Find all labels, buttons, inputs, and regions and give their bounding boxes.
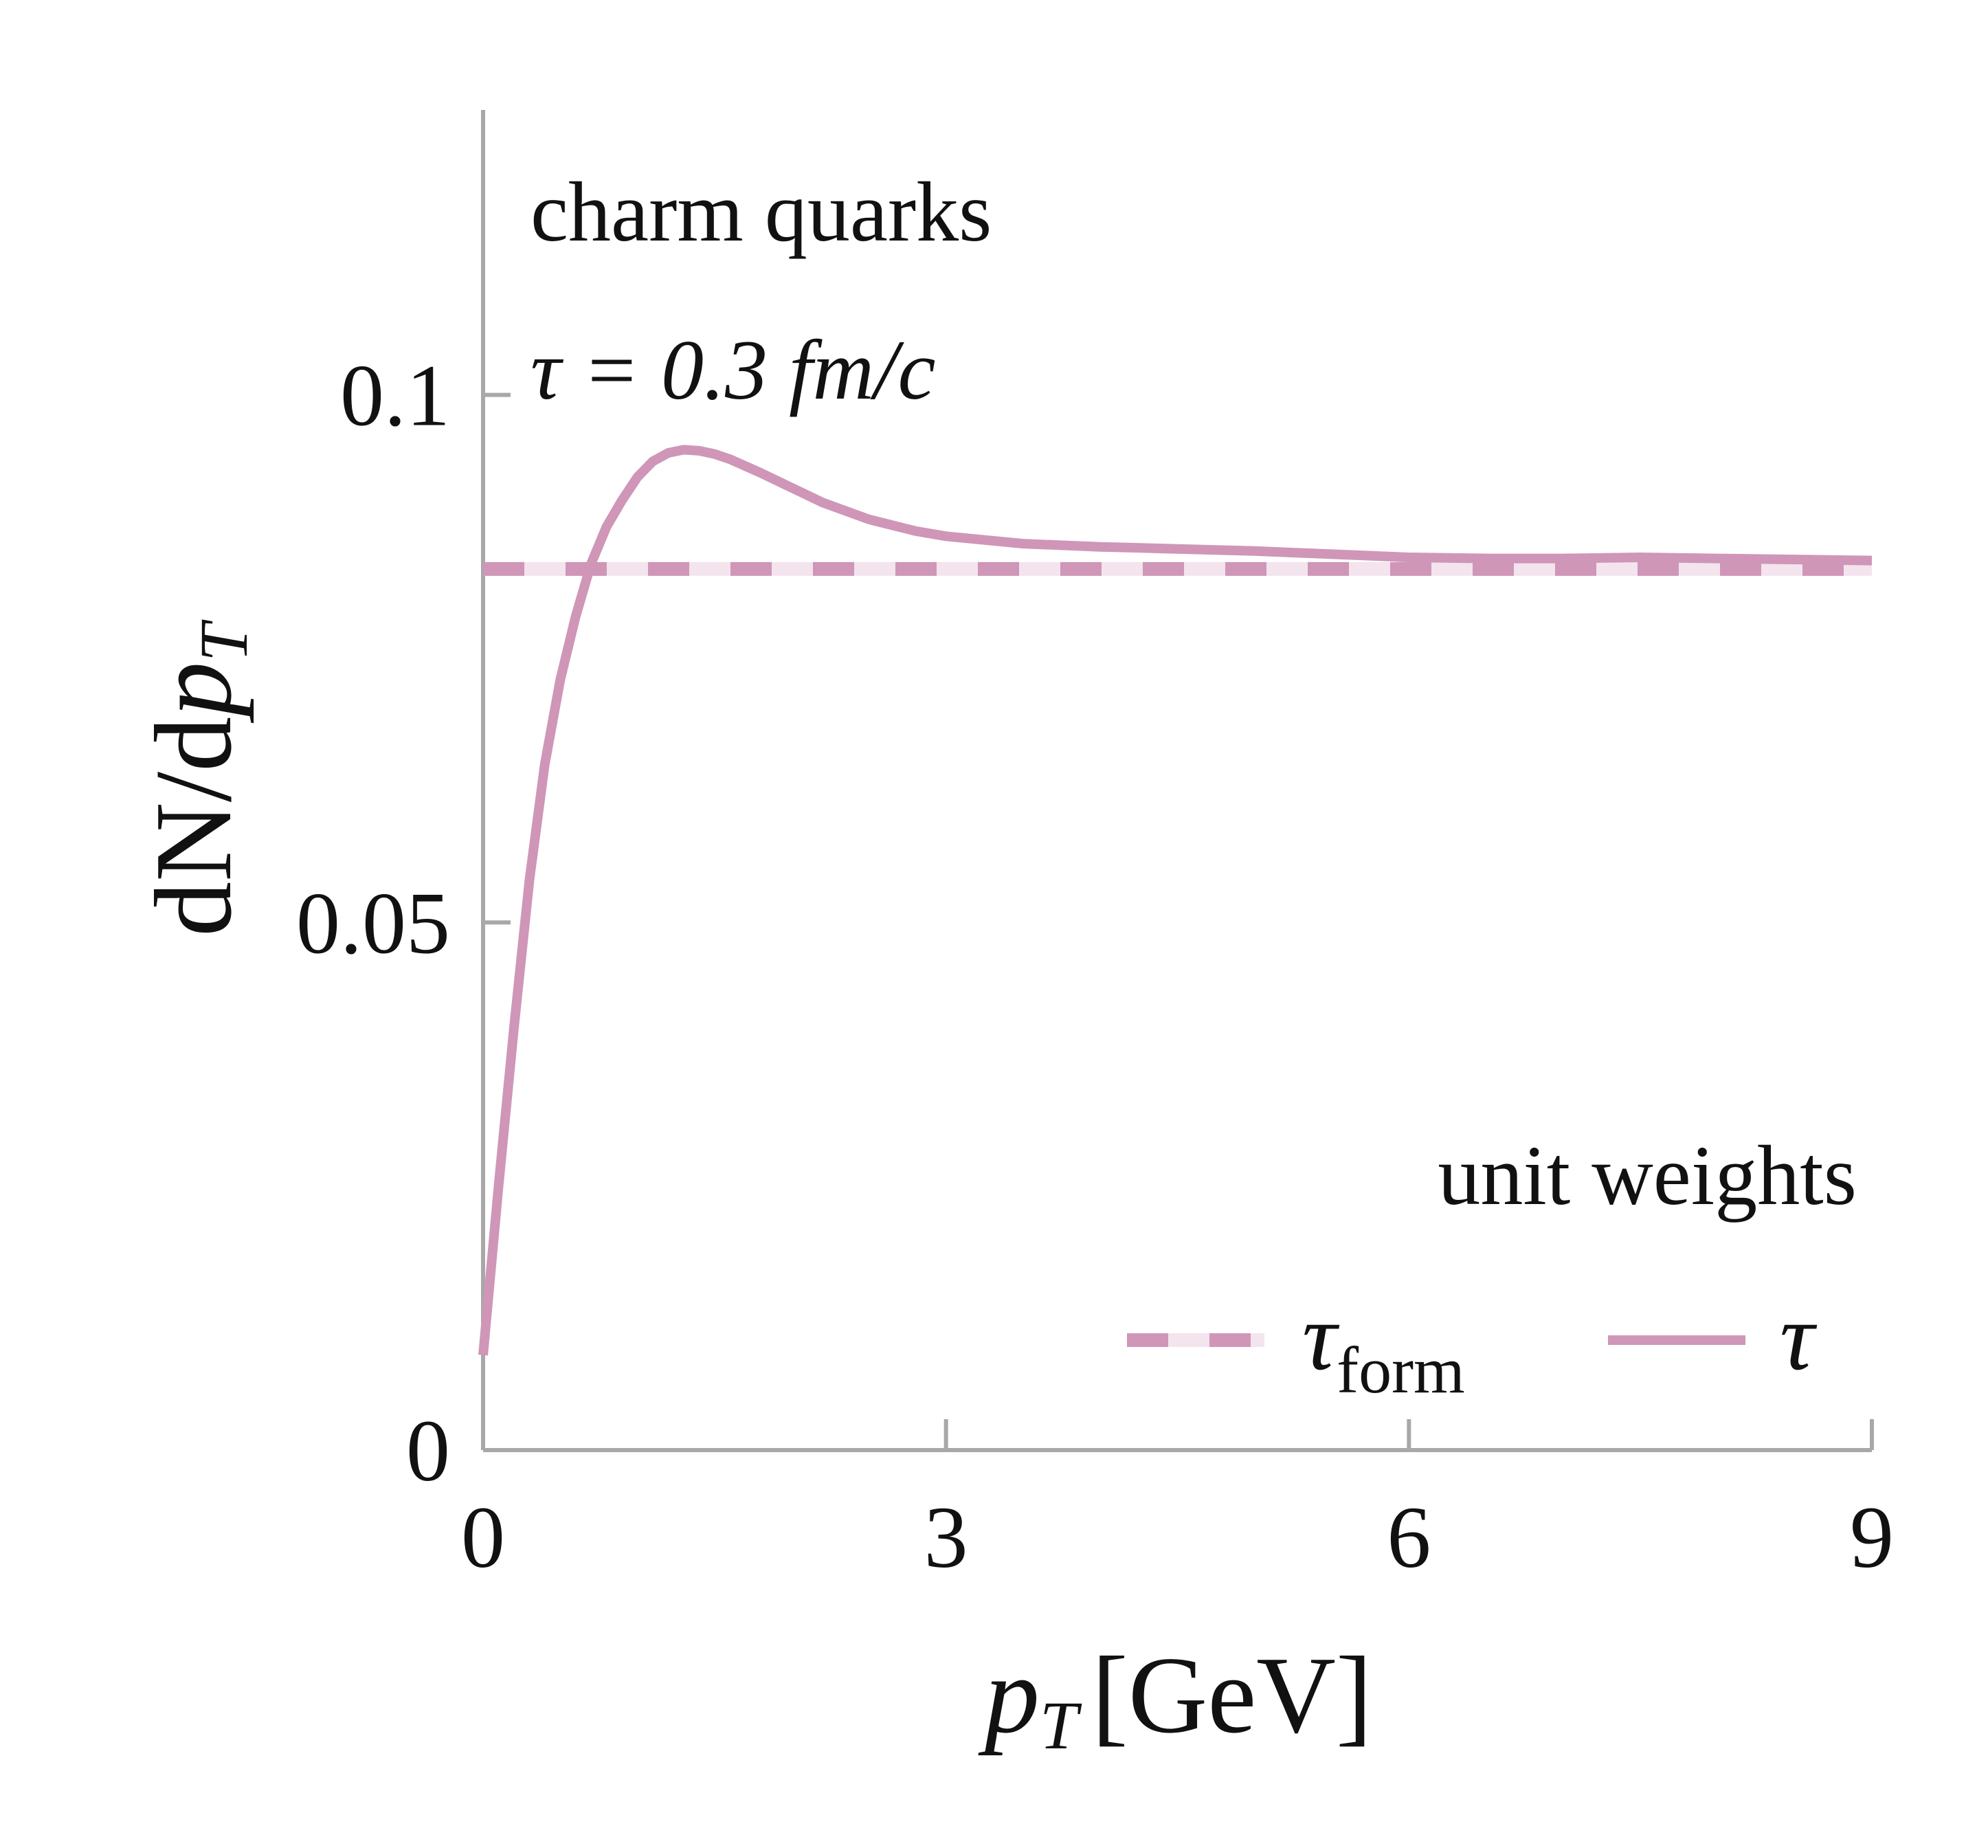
- x-tick-label: 3: [924, 1489, 968, 1586]
- annotation-particle: charm quarks: [530, 165, 992, 259]
- annotation-time: τ = 0.3 fm/c: [530, 323, 936, 417]
- legend-label-main: τ: [1302, 1284, 1340, 1390]
- x-tick-label: 9: [1850, 1489, 1894, 1586]
- legend-label: τform: [1302, 1284, 1465, 1407]
- series-tau-line: [478, 445, 1873, 1356]
- x-axis-title-sub: T: [1040, 1687, 1082, 1763]
- y-axis-title-prefix: dN/d: [132, 717, 254, 937]
- x-ticks: 0 3 6 9: [461, 1419, 1894, 1586]
- legend-label-sub: form: [1337, 1333, 1465, 1407]
- y-ticks: 0 0.05 0.1: [296, 347, 511, 1500]
- x-axis-title-var: p: [978, 1634, 1040, 1756]
- y-axis-title: dN/dpT: [132, 619, 262, 937]
- y-tick-label: 0.1: [340, 347, 450, 445]
- x-axis-title: pT [GeV]: [978, 1634, 1372, 1763]
- legend-title: unit weights: [1438, 1128, 1857, 1223]
- x-axis-title-unit: [GeV]: [1091, 1634, 1372, 1756]
- legend-label: τ: [1780, 1284, 1818, 1390]
- y-tick-label: 0: [406, 1402, 450, 1500]
- legend-label-main: τ: [1780, 1284, 1818, 1390]
- x-tick-label: 0: [461, 1489, 505, 1586]
- x-tick-label: 6: [1387, 1489, 1431, 1586]
- plot-area: 0 0.05 0.1 0 3 6 9: [296, 110, 1894, 1586]
- y-tick-label: 0.05: [296, 874, 450, 972]
- y-axis-title-sub: T: [186, 619, 262, 662]
- legend: τform τ: [1127, 1284, 1818, 1407]
- y-axis-title-var: p: [132, 662, 254, 724]
- series-layer: [478, 445, 1873, 1356]
